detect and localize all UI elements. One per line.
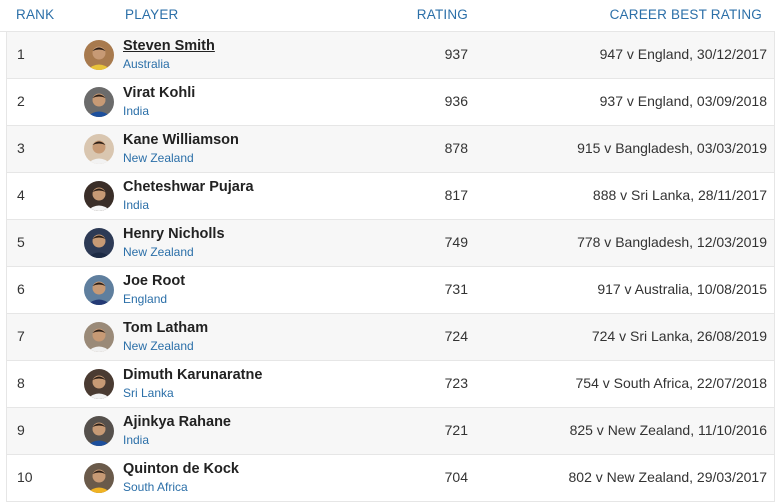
career-best-cell: 754 v South Africa, 22/07/2018 [575, 375, 767, 391]
player-country: India [123, 433, 150, 447]
rank-cell: 6 [17, 281, 25, 297]
player-name-link[interactable]: Henry Nicholls [123, 226, 225, 242]
player-avatar[interactable] [84, 369, 114, 399]
player-avatar[interactable] [84, 87, 114, 117]
career-best-cell: 724 v Sri Lanka, 26/08/2019 [591, 328, 767, 344]
header-rank[interactable]: RANK [16, 7, 55, 22]
player-name-link[interactable]: Joe Root [123, 273, 186, 289]
table-row[interactable]: 10 Quinton de Kock South Africa 704 802 v Ne… [6, 455, 775, 502]
header-career-best[interactable]: CAREER BEST RATING [609, 7, 762, 22]
rating-cell: 817 [444, 187, 468, 203]
rating-cell: 749 [444, 234, 468, 250]
table-row[interactable]: 3 Kane Williamson New Zealand 878 915 v Bang… [6, 126, 775, 173]
player-name-link[interactable]: Virat Kohli [123, 85, 196, 101]
rating-cell: 723 [444, 375, 468, 391]
career-best-cell: 778 v Bangladesh, 12/03/2019 [577, 234, 767, 250]
table-row[interactable]: 4 Cheteshwar Pujara India 817 888 v Sri Lank… [6, 173, 775, 220]
player-country: Sri Lanka [123, 386, 174, 400]
rating-cell: 936 [444, 93, 468, 109]
header-rating[interactable]: RATING [416, 7, 468, 22]
rating-cell: 878 [444, 140, 468, 156]
player-avatar[interactable] [84, 40, 114, 70]
rank-cell: 4 [17, 187, 25, 203]
table-row[interactable]: 8 Dimuth Karunaratne Sri Lanka 723 754 v Sou… [6, 361, 775, 408]
table-row[interactable]: 2 Virat Kohli India 936 937 v England, 03/09… [6, 79, 775, 126]
player-name-link[interactable]: Tom Latham [123, 320, 209, 336]
player-avatar[interactable] [84, 275, 114, 305]
career-best-cell: 947 v England, 30/12/2017 [599, 46, 767, 62]
player-country: India [123, 198, 150, 212]
table-body: 1 Steven Smith Australia 937 947 v England, … [0, 32, 775, 502]
player-name-link[interactable]: Ajinkya Rahane [123, 414, 231, 430]
rank-cell: 8 [17, 375, 25, 391]
table-row[interactable]: 5 Henry Nicholls New Zealand 749 778 v Bangl… [6, 220, 775, 267]
career-best-cell: 825 v New Zealand, 11/10/2016 [569, 422, 767, 438]
table-row[interactable]: 1 Steven Smith Australia 937 947 v England, … [6, 32, 775, 79]
player-country: India [123, 104, 150, 118]
player-avatar[interactable] [84, 322, 114, 352]
player-country: South Africa [123, 480, 188, 494]
rank-cell: 1 [17, 46, 25, 62]
player-avatar[interactable] [84, 228, 114, 258]
rank-cell: 9 [17, 422, 25, 438]
player-name-link[interactable]: Cheteshwar Pujara [123, 179, 254, 195]
table-row[interactable]: 6 Joe Root England 731 917 v Australia, 10/0… [6, 267, 775, 314]
player-avatar[interactable] [84, 416, 114, 446]
header-player[interactable]: PLAYER [125, 7, 179, 22]
rank-cell: 2 [17, 93, 25, 109]
player-avatar[interactable] [84, 463, 114, 493]
rating-cell: 724 [444, 328, 468, 344]
player-name-link[interactable]: Dimuth Karunaratne [123, 367, 263, 383]
rating-cell: 704 [444, 469, 468, 485]
rank-cell: 3 [17, 140, 25, 156]
rank-cell: 7 [17, 328, 25, 344]
player-avatar[interactable] [84, 181, 114, 211]
rating-cell: 937 [444, 46, 468, 62]
player-country: New Zealand [123, 339, 194, 353]
rating-cell: 721 [444, 422, 468, 438]
player-name-link[interactable]: Steven Smith [123, 38, 215, 54]
player-country: New Zealand [123, 245, 194, 259]
player-country: England [123, 292, 168, 306]
player-country: New Zealand [123, 151, 194, 165]
career-best-cell: 937 v England, 03/09/2018 [599, 93, 767, 109]
career-best-cell: 802 v New Zealand, 29/03/2017 [568, 469, 767, 485]
table-row[interactable]: 9 Ajinkya Rahane India 721 825 v New Zealand… [6, 408, 775, 455]
rating-cell: 731 [444, 281, 468, 297]
career-best-cell: 888 v Sri Lanka, 28/11/2017 [592, 187, 767, 203]
rank-cell: 5 [17, 234, 25, 250]
rank-cell: 10 [17, 469, 33, 485]
table-header: RANK PLAYER RATING CAREER BEST RATING [0, 0, 775, 32]
career-best-cell: 915 v Bangladesh, 03/03/2019 [577, 140, 767, 156]
player-country: Australia [123, 57, 170, 71]
table-row[interactable]: 7 Tom Latham New Zealand 724 724 v Sri Lanka… [6, 314, 775, 361]
player-name-link[interactable]: Kane Williamson [123, 132, 239, 148]
player-avatar[interactable] [84, 134, 114, 164]
career-best-cell: 917 v Australia, 10/08/2015 [597, 281, 767, 297]
player-name-link[interactable]: Quinton de Kock [123, 461, 239, 477]
